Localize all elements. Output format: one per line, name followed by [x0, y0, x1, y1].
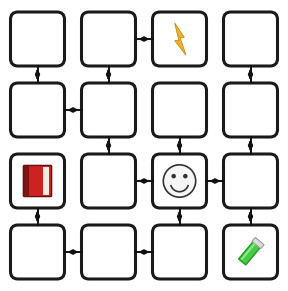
FancyBboxPatch shape: [153, 83, 206, 137]
Bar: [24, 166, 28, 196]
FancyBboxPatch shape: [82, 225, 135, 279]
Circle shape: [183, 174, 187, 178]
FancyBboxPatch shape: [10, 83, 65, 137]
Circle shape: [171, 174, 176, 178]
FancyBboxPatch shape: [82, 83, 135, 137]
FancyBboxPatch shape: [82, 12, 135, 66]
FancyBboxPatch shape: [223, 12, 278, 66]
FancyBboxPatch shape: [10, 225, 65, 279]
FancyBboxPatch shape: [223, 83, 278, 137]
FancyBboxPatch shape: [153, 12, 206, 66]
FancyBboxPatch shape: [23, 165, 52, 197]
FancyBboxPatch shape: [223, 225, 278, 279]
Polygon shape: [238, 240, 262, 265]
FancyBboxPatch shape: [10, 154, 65, 208]
FancyBboxPatch shape: [153, 154, 206, 208]
Polygon shape: [175, 23, 186, 55]
Polygon shape: [240, 243, 255, 260]
Bar: [43, 167, 49, 195]
FancyBboxPatch shape: [82, 154, 135, 208]
FancyBboxPatch shape: [10, 12, 65, 66]
FancyBboxPatch shape: [153, 225, 206, 279]
Polygon shape: [252, 237, 264, 249]
FancyBboxPatch shape: [223, 154, 278, 208]
Circle shape: [163, 165, 196, 197]
